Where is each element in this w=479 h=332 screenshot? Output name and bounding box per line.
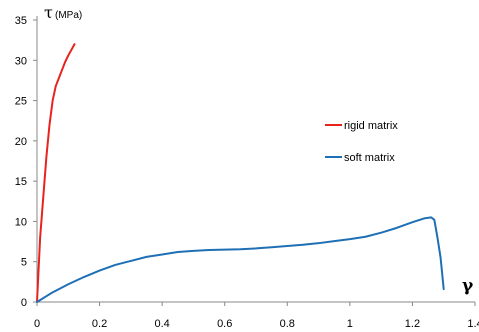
x-tick-label: 1	[347, 318, 353, 330]
legend-label: soft matrix	[344, 152, 395, 164]
y-tick-label: 0	[21, 297, 27, 309]
y-axis-label-unit: (MPa)	[55, 10, 82, 21]
x-tick-label: 0.4	[154, 318, 169, 330]
x-tick-label: 0.6	[217, 318, 232, 330]
x-tick-label: 1.2	[405, 318, 420, 330]
y-tick-label: 15	[15, 176, 27, 188]
legend-label: rigid matrix	[344, 120, 398, 132]
x-tick-label: 1.4	[467, 318, 479, 330]
x-tick-label: 0.8	[280, 318, 295, 330]
y-tick-label: 25	[15, 96, 27, 108]
x-tick-label: 0	[34, 318, 40, 330]
series-line-rigid-matrix	[36, 43, 76, 303]
x-tick-label: 0.2	[92, 318, 107, 330]
y-axis-label-symbol: τ	[44, 3, 53, 22]
series-line-soft-matrix	[36, 216, 445, 303]
y-tick-label: 5	[21, 257, 27, 269]
y-tick-label: 35	[15, 15, 27, 27]
x-axis-label: γ	[462, 276, 474, 296]
y-tick-label: 30	[15, 55, 27, 67]
y-tick-label: 20	[15, 136, 27, 148]
y-tick-label: 10	[15, 216, 27, 228]
